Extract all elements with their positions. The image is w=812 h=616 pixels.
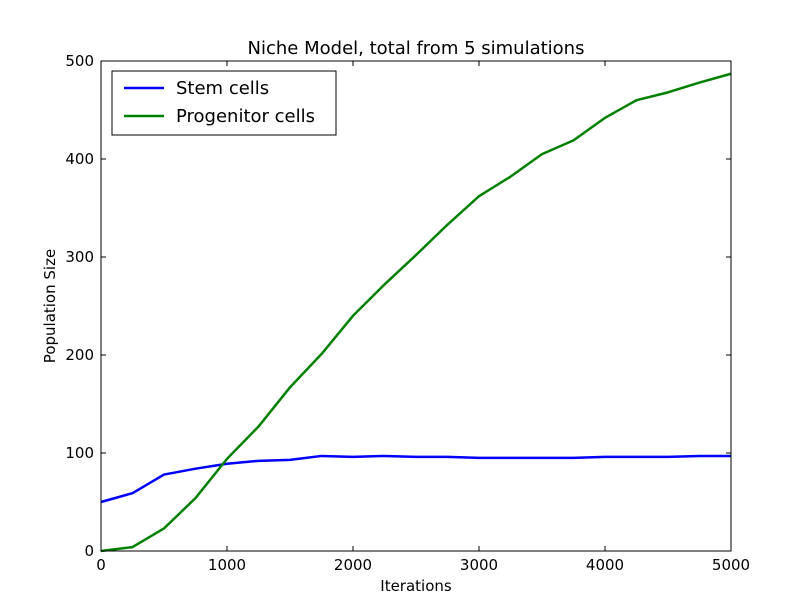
legend-box bbox=[111, 70, 337, 136]
plot-area: 0 1000 2000 3000 4000 5000 0 100 200 300 400 500 Ste… bbox=[65, 52, 750, 574]
y-tick-label: 400 bbox=[65, 150, 94, 168]
x-tick-label: 1000 bbox=[208, 556, 246, 574]
chart-title: Niche Model, total from 5 simulations bbox=[248, 38, 585, 59]
plot-frame bbox=[100, 60, 732, 552]
y-tick-label: 500 bbox=[65, 52, 94, 70]
y-tick-label: 300 bbox=[65, 248, 94, 266]
x-tick-label: 0 bbox=[96, 556, 106, 574]
x-tick-label: 2000 bbox=[334, 556, 372, 574]
y-tick-label: 200 bbox=[65, 346, 94, 364]
y-axis-label: Population Size bbox=[41, 249, 59, 363]
series-line-progenitor-cells bbox=[100, 72, 732, 553]
series-line-stem-cells bbox=[100, 454, 731, 504]
y-tick-label: 100 bbox=[65, 444, 94, 462]
x-tick-label: 3000 bbox=[460, 556, 498, 574]
y-tick-label: 0 bbox=[84, 542, 94, 560]
x-tick-label: 5000 bbox=[712, 556, 750, 574]
legend-label-stem-cells: Stem cells bbox=[176, 78, 269, 99]
legend-label-progenitor-cells: Progenitor cells bbox=[176, 106, 315, 127]
x-tick-label: 4000 bbox=[586, 556, 624, 574]
x-axis-label: Iterations bbox=[380, 577, 452, 595]
